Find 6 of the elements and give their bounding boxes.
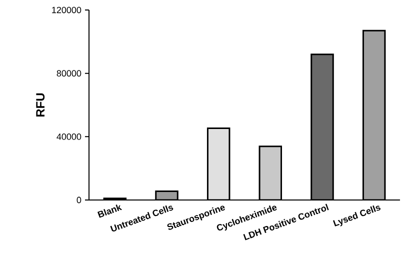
y-tick-label: 0 [76, 196, 82, 204]
y-tick-label: 80000 [56, 70, 82, 77]
y-tick-label: 40000 [56, 133, 82, 140]
y-tick-label: 120000 [52, 6, 82, 14]
x-tick-label: Lysed Cells [332, 205, 380, 226]
y-axis-title: RFU [36, 93, 45, 117]
